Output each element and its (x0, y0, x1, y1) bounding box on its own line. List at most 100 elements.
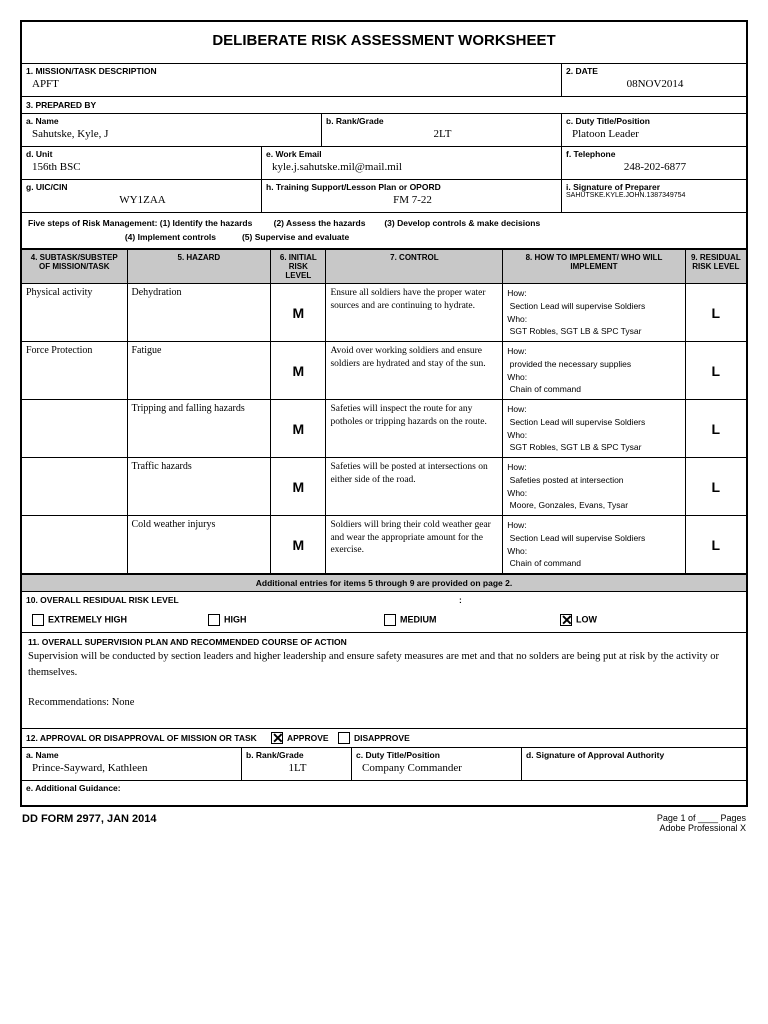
disapprove-text: DISAPPROVE (354, 733, 410, 743)
cell-initial-risk: M (271, 400, 326, 458)
col-implement: 8. HOW TO IMPLEMENT/ WHO WILL IMPLEMENT (503, 250, 685, 284)
duty-value: Platoon Leader (566, 126, 742, 144)
tel-value: 248-202-6877 (566, 159, 742, 177)
ap-duty-value: Company Commander (356, 760, 517, 778)
ap-name-value: Prince-Sayward, Kathleen (26, 760, 237, 778)
approve-checkbox[interactable] (271, 732, 283, 744)
supervision-plan-section: 11. OVERALL SUPERVISION PLAN AND RECOMME… (22, 633, 746, 729)
training-value: FM 7-22 (266, 192, 557, 210)
risk-checkbox[interactable] (560, 614, 572, 626)
form-title: DELIBERATE RISK ASSESSMENT WORKSHEET (22, 22, 746, 64)
sig-label: i. Signature of Preparer (566, 182, 742, 192)
cell-control: Soldiers will bring their cold weather g… (326, 516, 503, 574)
ap-rank-label: b. Rank/Grade (246, 750, 347, 760)
rank-value: 2LT (326, 126, 557, 144)
cell-control: Avoid over working soldiers and ensure s… (326, 342, 503, 400)
name-value: Sahutske, Kyle, J (26, 126, 317, 144)
cell-subtask (22, 516, 127, 574)
risk-checkbox[interactable] (32, 614, 44, 626)
risk-option-label: LOW (576, 615, 597, 625)
cell-implement: How: Section Lead will supervise Soldier… (503, 284, 685, 342)
col-initial: 6. INITIAL RISK LEVEL (271, 250, 326, 284)
risk-checkbox[interactable] (384, 614, 396, 626)
cell-residual-risk: L (685, 458, 746, 516)
disapprove-checkbox[interactable] (338, 732, 350, 744)
risk-option-label: HIGH (224, 615, 247, 625)
cell-subtask: Physical activity (22, 284, 127, 342)
form-number: DD FORM 2977, JAN 2014 (22, 813, 157, 833)
cell-residual-risk: L (685, 400, 746, 458)
table-row: Cold weather injurys M Soldiers will bri… (22, 516, 746, 574)
cell-residual-risk: L (685, 342, 746, 400)
table-header-row: 4. SUBTASK/SUBSTEP OF MISSION/TASK 5. HA… (22, 250, 746, 284)
cell-residual-risk: L (685, 516, 746, 574)
email-value: kyle.j.sahutske.mil@mail.mil (266, 159, 557, 177)
plan-label: 11. OVERALL SUPERVISION PLAN AND RECOMME… (28, 637, 740, 647)
unit-value: 156th BSC (26, 159, 257, 177)
page-footer: DD FORM 2977, JAN 2014 Page 1 of ____ Pa… (20, 807, 748, 833)
cell-control: Ensure all soldiers have the proper wate… (326, 284, 503, 342)
step1: Five steps of Risk Management: (1) Ident… (28, 218, 252, 228)
cell-hazard: Cold weather injurys (127, 516, 271, 574)
cell-hazard: Traffic hazards (127, 458, 271, 516)
cell-initial-risk: M (271, 458, 326, 516)
cell-hazard: Tripping and falling hazards (127, 400, 271, 458)
col-hazard: 5. HAZARD (127, 250, 271, 284)
cell-initial-risk: M (271, 284, 326, 342)
name-label: a. Name (26, 116, 317, 126)
duty-label: c. Duty Title/Position (566, 116, 742, 126)
date-label: 2. DATE (566, 66, 742, 76)
approve-text: APPROVE (287, 733, 329, 743)
prepared-by-label: 3. PREPARED BY (22, 97, 746, 114)
risk-option: LOW (560, 614, 736, 626)
step3: (3) Develop controls & make decisions (384, 218, 540, 228)
risk-option: MEDIUM (384, 614, 560, 626)
table-row: Tripping and falling hazards M Safeties … (22, 400, 746, 458)
unit-label: d. Unit (26, 149, 257, 159)
risk-level-options: EXTREMELY HIGH HIGH MEDIUM LOW (22, 608, 746, 633)
plan-rec: Recommendations: None (28, 695, 740, 711)
date-value: 08NOV2014 (566, 76, 742, 94)
step4: (4) Implement controls (125, 232, 216, 242)
tel-label: f. Telephone (566, 149, 742, 159)
cell-implement: How: Safeties posted at intersectionWho:… (503, 458, 685, 516)
risk-option: HIGH (208, 614, 384, 626)
cell-subtask: Force Protection (22, 342, 127, 400)
risk-steps: Five steps of Risk Management: (1) Ident… (22, 213, 746, 249)
sig-value: SAHUTSKE.KYLE.JOHN.1387349754 (566, 192, 742, 200)
page-number: Page 1 of ____ Pages (657, 813, 746, 823)
risk-option-label: MEDIUM (400, 615, 437, 625)
cell-subtask (22, 458, 127, 516)
col-residual: 9. RESIDUAL RISK LEVEL (685, 250, 746, 284)
cell-control: Safeties will be posted at intersections… (326, 458, 503, 516)
rank-label: b. Rank/Grade (326, 116, 557, 126)
ap-rank-value: 1LT (246, 760, 347, 778)
ap-duty-label: c. Duty Title/Position (356, 750, 517, 760)
table-row: Traffic hazards M Safeties will be poste… (22, 458, 746, 516)
cell-subtask (22, 400, 127, 458)
cell-implement: How: provided the necessary suppliesWho:… (503, 342, 685, 400)
risk-checkbox[interactable] (208, 614, 220, 626)
risk-assessment-form: DELIBERATE RISK ASSESSMENT WORKSHEET 1. … (20, 20, 748, 807)
uic-label: g. UIC/CIN (26, 182, 257, 192)
cell-hazard: Dehydration (127, 284, 271, 342)
hazard-table: 4. SUBTASK/SUBSTEP OF MISSION/TASK 5. HA… (22, 249, 746, 574)
adobe-note: Adobe Professional X (657, 823, 746, 833)
email-label: e. Work Email (266, 149, 557, 159)
approval-label: 12. APPROVAL OR DISAPPROVAL OF MISSION O… (26, 733, 257, 743)
additional-guidance-label: e. Additional Guidance: (26, 783, 742, 793)
col-control: 7. CONTROL (326, 250, 503, 284)
cell-implement: How: Section Lead will supervise Soldier… (503, 516, 685, 574)
cell-control: Safeties will inspect the route for any … (326, 400, 503, 458)
risk-option: EXTREMELY HIGH (32, 614, 208, 626)
additional-entries-note: Additional entries for items 5 through 9… (22, 574, 746, 592)
approval-header: 12. APPROVAL OR DISAPPROVAL OF MISSION O… (22, 729, 746, 748)
table-row: Physical activity Dehydration M Ensure a… (22, 284, 746, 342)
risk-option-label: EXTREMELY HIGH (48, 615, 127, 625)
mission-value: APFT (26, 76, 557, 94)
ap-name-label: a. Name (26, 750, 237, 760)
col-subtask: 4. SUBTASK/SUBSTEP OF MISSION/TASK (22, 250, 127, 284)
uic-value: WY1ZAA (26, 192, 257, 210)
cell-residual-risk: L (685, 284, 746, 342)
step5: (5) Supervise and evaluate (242, 232, 349, 242)
